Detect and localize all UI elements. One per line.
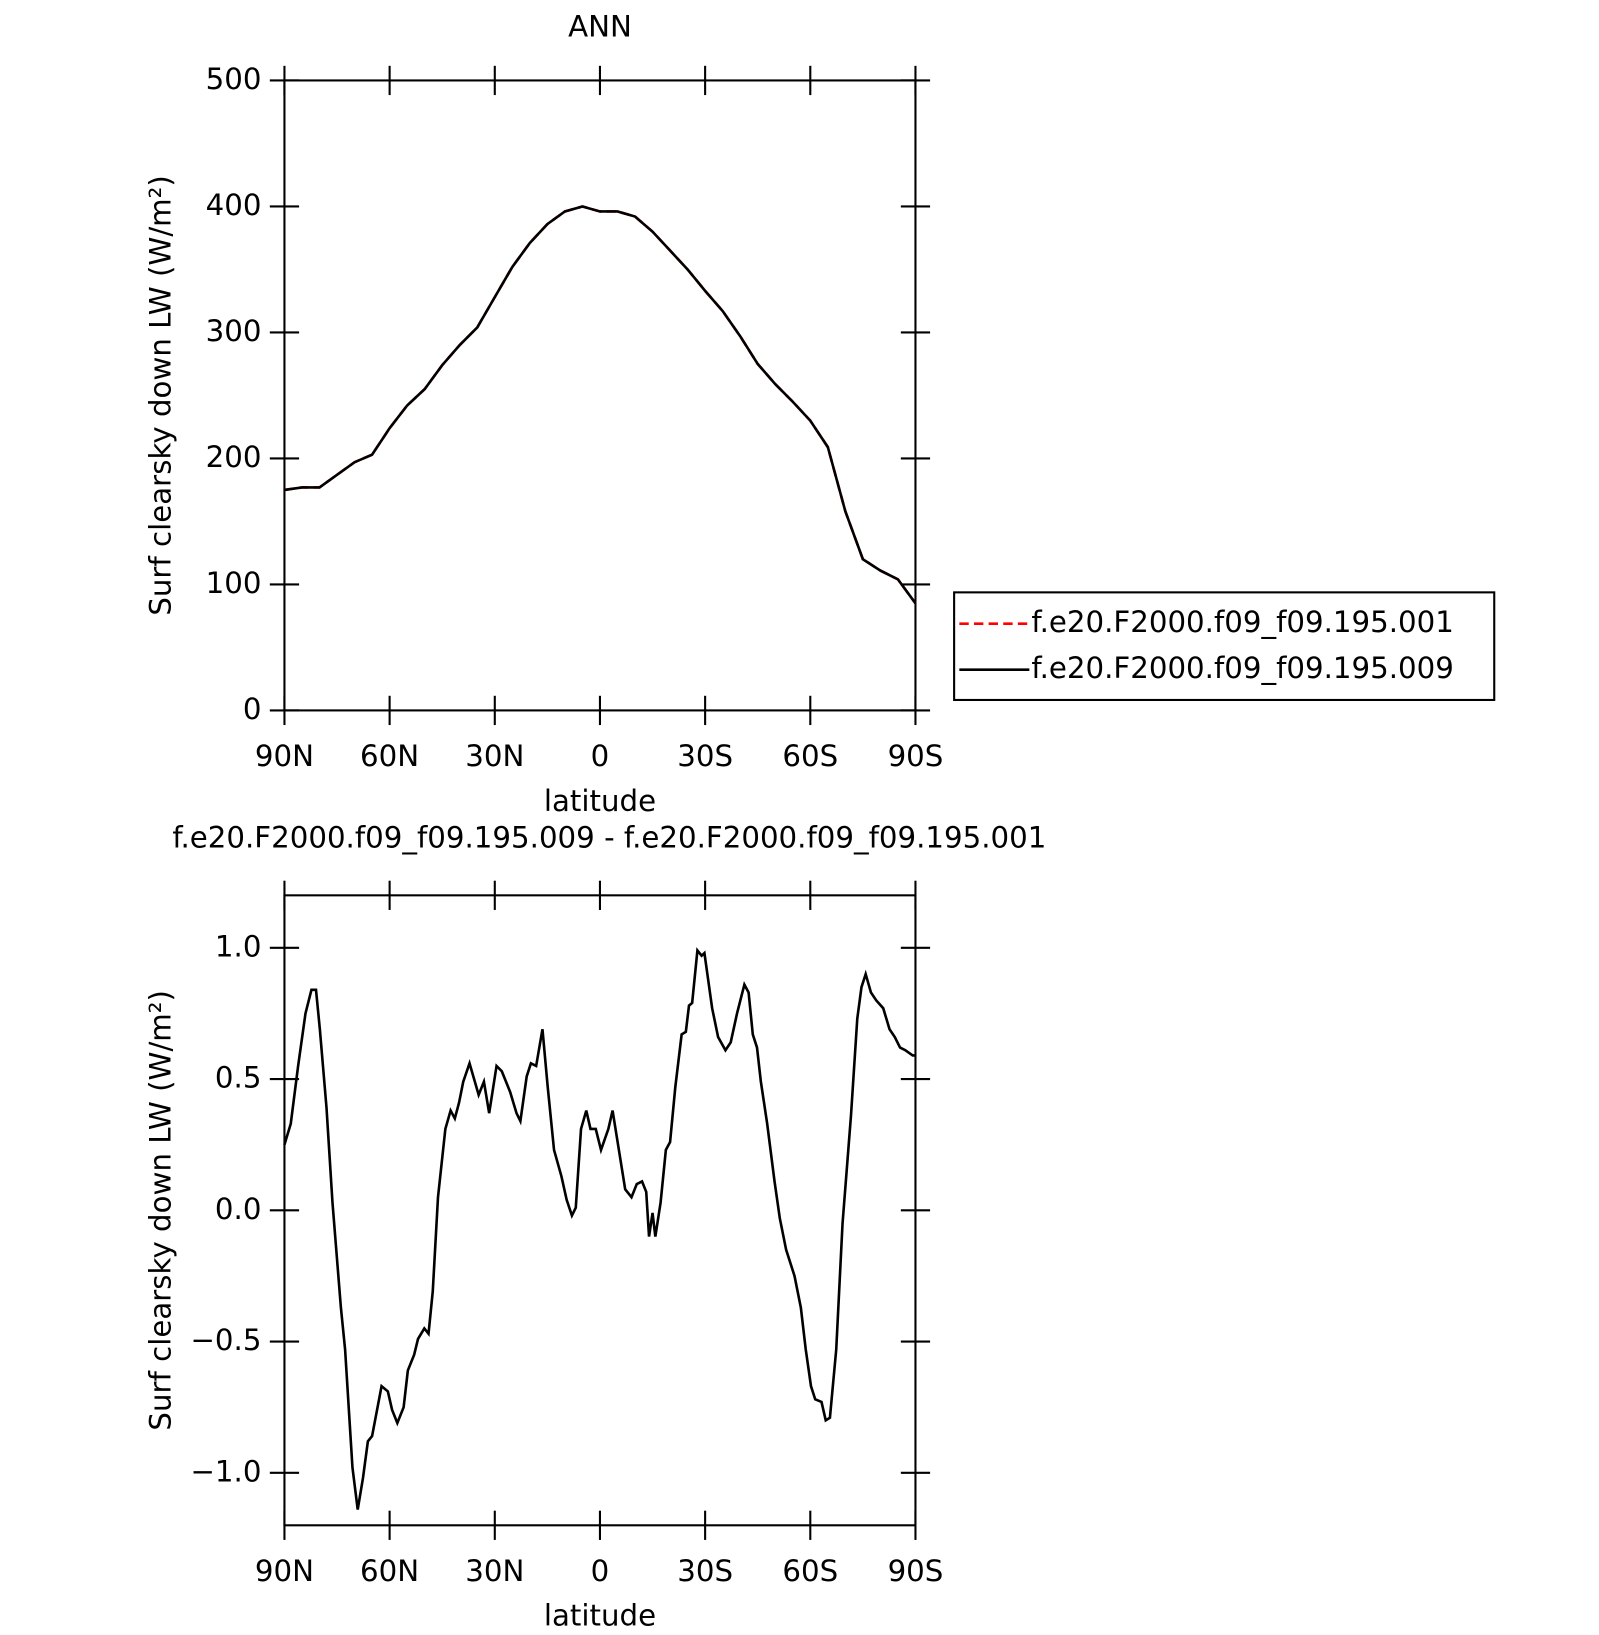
y-tick-label: 300 — [206, 314, 262, 348]
y-tick-label: −0.5 — [190, 1323, 261, 1357]
legend-label: f.e20.F2000.f09_f09.195.009 — [1031, 651, 1453, 685]
y-tick-label: 0.5 — [215, 1061, 262, 1095]
data-line — [284, 205, 917, 605]
legend-box — [953, 591, 1496, 702]
data-line — [283, 947, 916, 1510]
y-tick-label: 100 — [206, 566, 262, 600]
x-axis-label: latitude — [544, 784, 656, 818]
x-tick-label: 60S — [782, 1554, 838, 1588]
chart-title: ANN — [568, 10, 632, 44]
y-axis-label: Surf clearsky down LW (W/m²) — [144, 175, 178, 616]
y-tick-label: 500 — [206, 62, 262, 96]
x-tick-label: 0 — [591, 1554, 610, 1588]
x-tick-label: 90N — [255, 1554, 314, 1588]
x-axis-label: latitude — [544, 1599, 656, 1633]
y-tick-label: 400 — [206, 188, 262, 222]
x-tick-label: 30S — [677, 739, 733, 773]
plot-frame — [283, 894, 917, 1527]
data-line — [284, 205, 917, 605]
x-tick-label: 0 — [591, 739, 610, 773]
x-tick-label: 90S — [888, 739, 944, 773]
x-tick-label: 60N — [360, 1554, 419, 1588]
x-tick-label: 30N — [465, 739, 524, 773]
x-tick-label: 30N — [465, 1554, 524, 1588]
x-tick-label: 60S — [782, 739, 838, 773]
x-tick-label: 60N — [360, 739, 419, 773]
y-axis-label: Surf clearsky down LW (W/m²) — [144, 990, 178, 1430]
x-tick-label: 30S — [677, 1554, 733, 1588]
chart-title: f.e20.F2000.f09_f09.195.009 - f.e20.F200… — [172, 820, 1046, 854]
y-tick-label: 1.0 — [215, 929, 262, 963]
y-tick-label: 200 — [206, 440, 262, 474]
x-tick-label: 90S — [888, 1554, 944, 1588]
y-tick-label: −1.0 — [190, 1454, 261, 1488]
legend-label: f.e20.F2000.f09_f09.195.001 — [1031, 605, 1453, 639]
plot-frame — [283, 79, 917, 712]
y-tick-label: 0.0 — [215, 1192, 262, 1226]
x-tick-label: 90N — [255, 739, 314, 773]
y-tick-label: 0 — [243, 692, 262, 726]
